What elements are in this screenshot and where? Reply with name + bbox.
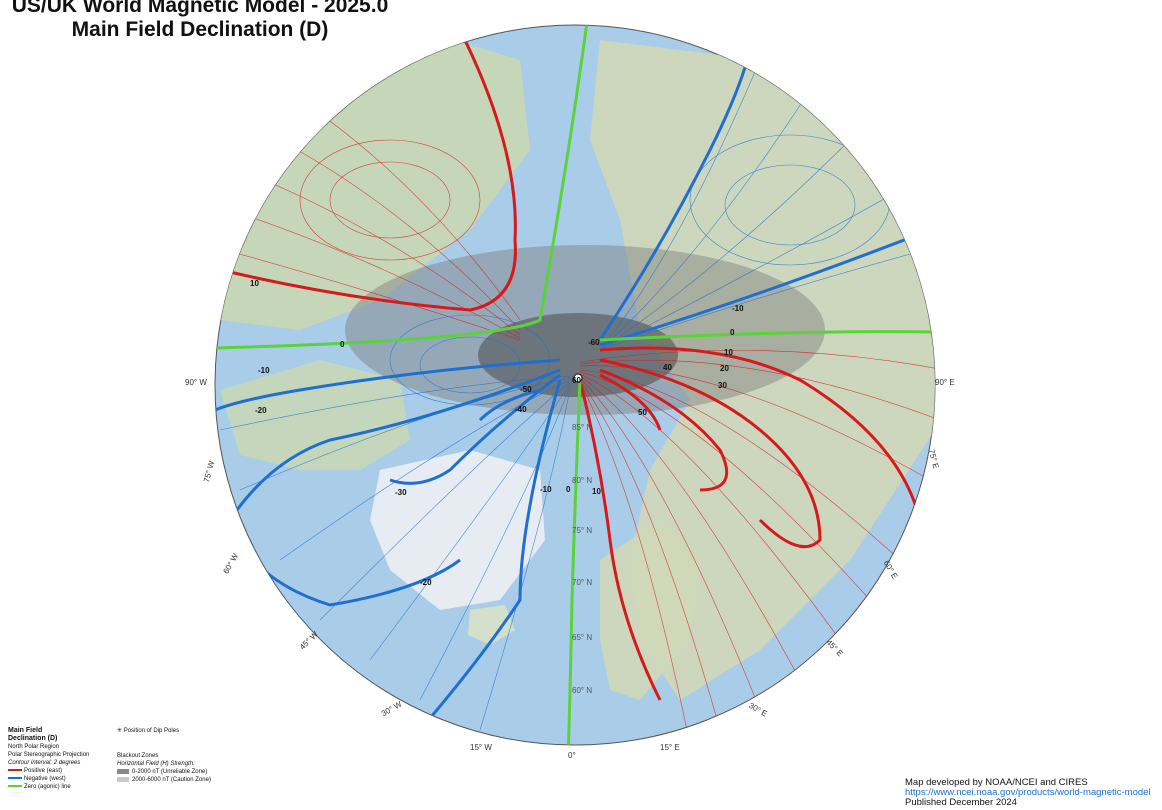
label-lat-70: 70° N — [572, 578, 592, 587]
contour-label: -10 — [258, 366, 270, 375]
credits-line-1: Map developed by NOAA/NCEI and CIRES — [905, 777, 1088, 788]
zero-swatch — [8, 785, 22, 788]
land-scandinavia — [600, 520, 700, 700]
unreliable-zone — [478, 313, 678, 397]
contour-label: 10 — [724, 348, 733, 357]
legend-heading-2: Declination (D) — [8, 735, 58, 742]
label-lon-w15: 15° W — [470, 743, 492, 752]
negative-swatch — [8, 777, 22, 780]
contour-label: 10 — [250, 279, 259, 288]
contour-label: -20 — [420, 578, 432, 587]
label-lat-60: 60° N — [572, 686, 592, 695]
legend-dip-poles: Position of Dip Poles — [123, 728, 180, 734]
label-lon-e15: 15° E — [660, 743, 680, 752]
credits-line-3: Published December 2024 — [905, 797, 1017, 808]
contour-label: -60 — [588, 338, 600, 347]
positive-swatch — [8, 769, 22, 772]
zone2-swatch — [117, 776, 129, 782]
contour-label: -10 — [540, 485, 552, 494]
contour-label: 30 — [718, 381, 727, 390]
label-lat-80: 80° N — [572, 476, 592, 485]
land-greenland — [370, 450, 545, 610]
blackout-legend: Blackout Zones Horizontal Field (H) Stre… — [117, 752, 237, 784]
contour-label: 10 — [592, 487, 601, 496]
label-lon-w90: 90° W — [185, 378, 207, 387]
legend-positive-row: Positive (east) — [8, 767, 118, 775]
legend-heading-1: Main Field — [8, 727, 43, 734]
legend-zero-row: Zero (agonic) line — [8, 783, 118, 791]
label-lon-w60: 60° W — [221, 552, 240, 576]
contour-label: 0 — [566, 485, 571, 494]
contour-label: 40 — [663, 363, 672, 372]
title-line-2: Main Field Declination (D) — [71, 18, 329, 41]
positive-thin-contours — [224, 99, 935, 745]
label-lon-e75: 75° E — [927, 448, 941, 469]
credits-url-link[interactable]: https://www.ncei.noaa.gov/products/world… — [905, 787, 1151, 798]
zone1-swatch — [117, 768, 129, 774]
contour-label: -20 — [255, 406, 267, 415]
title-line-1: US/UK World Magnetic Model - 2025.0 — [11, 0, 389, 17]
label-lon-w75: 75° W — [202, 459, 216, 483]
contour-label: -40 — [515, 405, 527, 414]
blackout-sub: Horizontal Field (H) Strength: — [117, 761, 195, 767]
agonic-lines — [215, 25, 935, 745]
land-canada-arctic — [220, 360, 410, 470]
zone2-row: 2000-6000 nT (Caution Zone) — [117, 776, 237, 784]
contour-label: -30 — [395, 488, 407, 497]
label-lon-w30: 30° W — [380, 699, 404, 718]
contour-label: 0 — [730, 328, 735, 337]
legend-projection: Polar Stereographic Projection — [8, 752, 90, 758]
contour-label: -10 — [732, 304, 744, 313]
label-lat-85: 85° N — [572, 423, 592, 432]
zone2-label: 2000-6000 nT (Caution Zone) — [132, 777, 211, 783]
blackout-title: Blackout Zones — [117, 753, 159, 759]
legend: Main Field Declination (D) North Polar R… — [8, 727, 118, 791]
label-lon-e45: 45° E — [824, 638, 844, 658]
credits: Map developed by NOAA/NCEI and CIRES htt… — [905, 778, 1151, 808]
positive-major-contours — [229, 29, 922, 701]
label-lon-e90: 90° E — [935, 378, 955, 387]
contour-label: 50 — [638, 408, 647, 417]
map-title: US/UK World Magnetic Model - 2025.0 Main… — [0, 0, 400, 42]
legend-positive: Positive (east) — [24, 768, 63, 774]
dip-pole-marker — [573, 373, 583, 383]
legend-negative: Negative (west) — [24, 776, 66, 782]
legend-interval: Contour interval: 2 degrees — [8, 760, 81, 766]
label-lon-zero: 0° — [568, 751, 576, 760]
land-eurasia — [590, 40, 935, 700]
zone1-label: 0-2000 nT (Unreliable Zone) — [132, 769, 208, 775]
label-lat-65: 65° N — [572, 633, 592, 642]
legend-zero: Zero (agonic) line — [24, 784, 71, 790]
negative-thin-contours — [219, 59, 926, 731]
label-lat-75: 75° N — [572, 526, 592, 535]
contour-label: 20 — [720, 364, 729, 373]
zone1-row: 0-2000 nT (Unreliable Zone) — [117, 768, 237, 776]
contour-label: 0 — [340, 340, 345, 349]
land-iceland — [468, 605, 515, 645]
legend-dip-row: ✳ Position of Dip Poles — [117, 727, 179, 735]
legend-negative-row: Negative (west) — [8, 775, 118, 783]
contour-label: -50 — [520, 385, 532, 394]
contour-label: 60 — [572, 376, 581, 385]
label-lon-e30: 30° E — [747, 701, 769, 719]
legend-region: North Polar Region — [8, 744, 60, 750]
dip-pole-icon: ✳ — [117, 728, 123, 734]
